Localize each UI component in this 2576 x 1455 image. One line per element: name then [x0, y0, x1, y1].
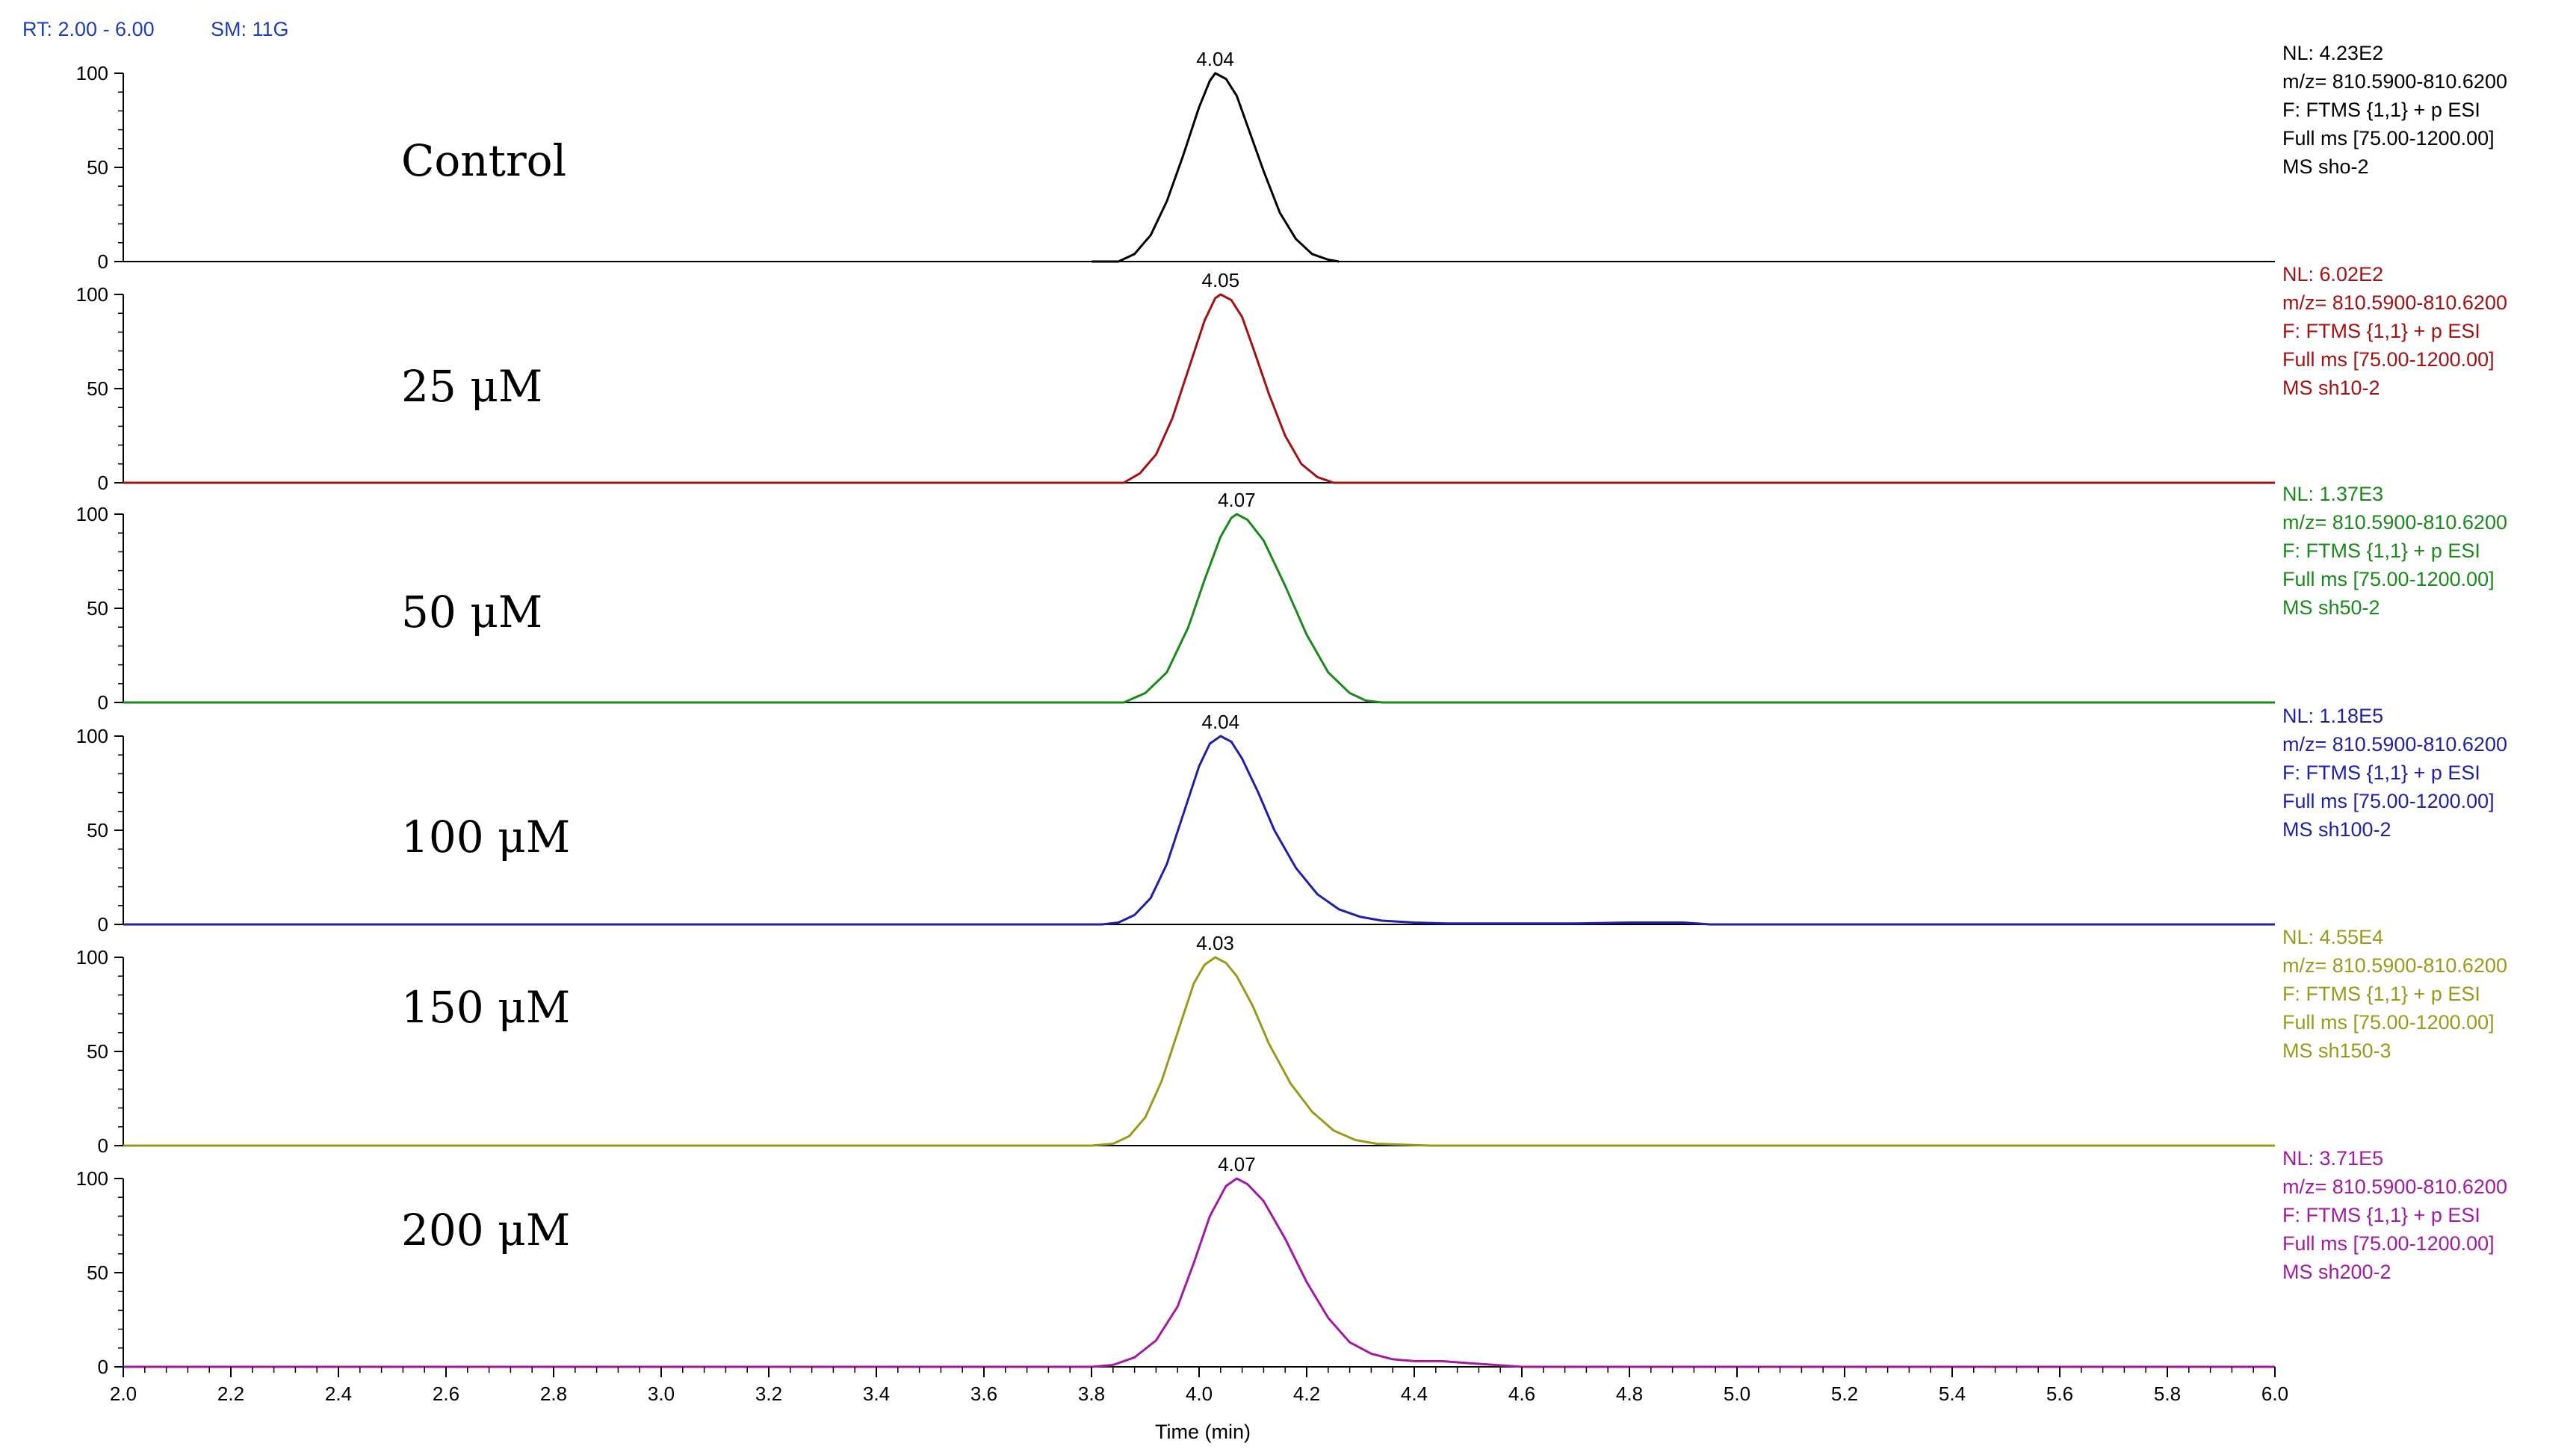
x-tick-label: 3.4 — [863, 1383, 890, 1405]
info-line: NL: 1.37E3 — [2282, 483, 2383, 505]
peak-label: 4.04 — [1201, 711, 1239, 733]
info-line: MS sh200-2 — [2282, 1261, 2391, 1283]
y-tick-label: 100 — [76, 503, 108, 525]
x-tick-label: 4.6 — [1508, 1383, 1535, 1405]
info-line: NL: 3.71E5 — [2282, 1147, 2383, 1170]
y-tick-label: 100 — [76, 946, 108, 969]
series-line — [123, 735, 2275, 926]
info-line: F: FTMS {1,1} + p ESI — [2282, 320, 2480, 342]
x-tick-label: 2.2 — [217, 1383, 244, 1405]
info-line: MS sho-2 — [2282, 155, 2369, 178]
y-tick-label: 100 — [76, 725, 108, 747]
info-line: F: FTMS {1,1} + p ESI — [2282, 983, 2480, 1005]
info-line: m/z= 810.5900-810.6200 — [2282, 70, 2507, 93]
y-tick-label: 50 — [87, 1261, 108, 1284]
header-sm: SM: 11G — [211, 18, 289, 40]
info-line: NL: 4.55E4 — [2282, 926, 2383, 948]
condition-label: 100 μM — [401, 812, 570, 862]
x-tick-label: 2.0 — [110, 1383, 137, 1405]
x-tick-label: 5.8 — [2154, 1383, 2181, 1405]
info-line: F: FTMS {1,1} + p ESI — [2282, 762, 2480, 784]
y-tick-label: 0 — [98, 472, 108, 494]
condition-label: 50 μM — [401, 587, 542, 637]
condition-label: 150 μM — [401, 982, 570, 1033]
x-tick-label: 3.0 — [648, 1383, 675, 1405]
y-tick-label: 0 — [98, 250, 108, 273]
x-tick-label: 3.2 — [755, 1383, 782, 1405]
peak-label: 4.05 — [1201, 269, 1239, 291]
y-tick-label: 0 — [98, 1134, 108, 1157]
info-line: NL: 6.02E2 — [2282, 263, 2383, 285]
peak-label: 4.04 — [1196, 48, 1234, 70]
info-line: MS sh10-2 — [2282, 377, 2380, 399]
x-tick-label: 3.8 — [1078, 1383, 1105, 1405]
panel-4: 0 50 100 4.03 150 μM NL: 4.55E4 m/z= 810.5900-… — [76, 926, 2507, 1157]
info-line: m/z= 810.5900-810.6200 — [2282, 954, 2507, 977]
info-line: Full ms [75.00-1200.00] — [2282, 1232, 2495, 1255]
info-line: m/z= 810.5900-810.6200 — [2282, 1176, 2507, 1198]
x-tick-label: 2.4 — [325, 1383, 352, 1405]
x-tick-label: 5.4 — [1939, 1383, 1966, 1405]
info-line: MS sh50-2 — [2282, 596, 2380, 619]
x-tick-label: 3.6 — [970, 1383, 997, 1405]
info-line: NL: 4.23E2 — [2282, 42, 2383, 64]
info-line: F: FTMS {1,1} + p ESI — [2282, 540, 2480, 562]
panel-0: 0 50 100 4.04 Control NL: 4.23E2 m/z= 810.5900… — [76, 42, 2507, 273]
x-tick-label: 2.6 — [433, 1383, 459, 1405]
x-tick-label: 4.0 — [1186, 1383, 1213, 1405]
info-line: MS sh100-2 — [2282, 818, 2391, 841]
y-tick-label: 50 — [87, 377, 108, 400]
info-line: Full ms [75.00-1200.00] — [2282, 790, 2495, 812]
info-line: Full ms [75.00-1200.00] — [2282, 1011, 2495, 1034]
series-line — [123, 956, 2275, 1147]
panel-2: 0 50 100 4.07 50 μM NL: 1.37E3 m/z= 810.5900-8… — [76, 483, 2507, 714]
x-tick-label: 5.6 — [2046, 1383, 2073, 1405]
condition-label: Control — [401, 135, 566, 186]
info-line: Full ms [75.00-1200.00] — [2282, 127, 2495, 149]
info-line: m/z= 810.5900-810.6200 — [2282, 511, 2507, 534]
x-tick-label: 4.2 — [1293, 1383, 1320, 1405]
y-tick-label: 50 — [87, 156, 108, 179]
series-line — [123, 293, 2275, 484]
y-tick-label: 100 — [76, 62, 108, 84]
condition-label: 25 μM — [401, 361, 542, 412]
info-line: F: FTMS {1,1} + p ESI — [2282, 1204, 2480, 1226]
info-line: MS sh150-3 — [2282, 1039, 2391, 1062]
info-line: Full ms [75.00-1200.00] — [2282, 568, 2495, 590]
y-tick-label: 0 — [98, 691, 108, 714]
x-tick-label: 5.0 — [1724, 1383, 1750, 1405]
info-line: Full ms [75.00-1200.00] — [2282, 348, 2495, 371]
y-tick-label: 0 — [98, 913, 108, 936]
condition-label: 200 μM — [401, 1205, 570, 1255]
series-line — [123, 513, 2275, 704]
header-rt: RT: 2.00 - 6.00 — [22, 18, 155, 40]
info-line: F: FTMS {1,1} + p ESI — [2282, 99, 2480, 121]
x-tick-label: 6.0 — [2261, 1383, 2288, 1405]
x-tick-label: 4.4 — [1401, 1383, 1428, 1405]
info-line: m/z= 810.5900-810.6200 — [2282, 733, 2507, 756]
x-axis: 2.0 2.2 2.4 2.6 2.8 3.0 3.2 3.4 3.6 3.8 4.0 4.2 4.4 4… — [110, 1367, 2288, 1405]
series-line — [123, 1177, 2275, 1368]
y-tick-label: 100 — [76, 283, 108, 306]
x-tick-label: 4.8 — [1616, 1383, 1643, 1405]
peak-label: 4.07 — [1218, 489, 1256, 511]
peak-label: 4.07 — [1218, 1153, 1256, 1176]
peak-label: 4.03 — [1196, 932, 1234, 954]
x-axis-label: Time (min) — [1155, 1421, 1251, 1443]
x-tick-label: 5.2 — [1831, 1383, 1858, 1405]
y-tick-label: 50 — [87, 819, 108, 841]
x-tick-label: 2.8 — [540, 1383, 567, 1405]
chromatogram-panels: 0 50 100 4.04 Control NL: 4.23E2 m/z= 810.5900… — [76, 42, 2507, 1378]
panel-1: 0 50 100 4.05 25 μM NL: 6.02E2 m/z= 810.5900-8… — [76, 263, 2507, 494]
y-tick-label: 100 — [76, 1167, 108, 1190]
info-line: NL: 1.18E5 — [2282, 705, 2383, 727]
panel-5: 0 50 100 4.07 200 μM NL: 3.71E5 m/z= 810.5900-… — [76, 1147, 2507, 1378]
panel-3: 0 50 100 4.04 100 μM NL: 1.18E5 m/z= 810.5900-… — [76, 705, 2507, 936]
series-line — [1092, 72, 1340, 263]
info-line: m/z= 810.5900-810.6200 — [2282, 291, 2507, 314]
y-tick-label: 50 — [87, 597, 108, 620]
y-tick-label: 0 — [98, 1356, 108, 1378]
y-tick-label: 50 — [87, 1040, 108, 1063]
